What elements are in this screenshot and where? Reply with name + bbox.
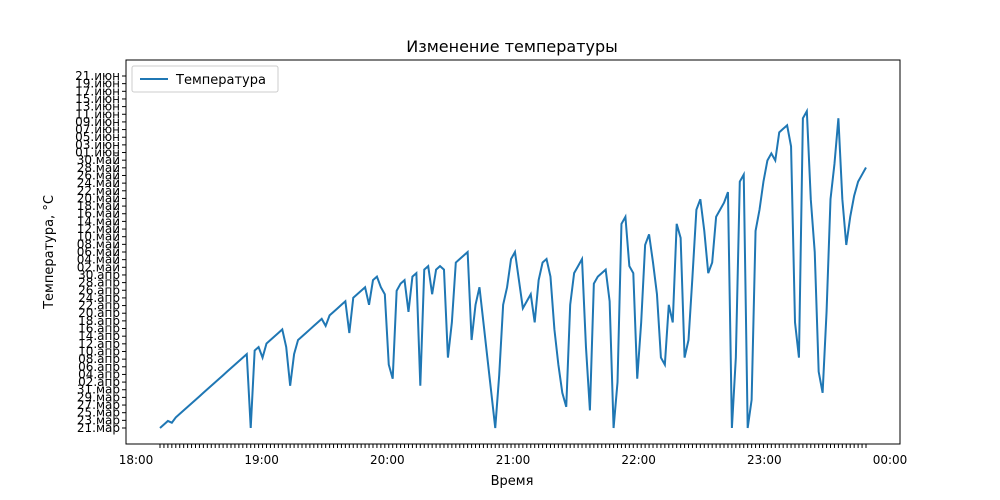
y-axis-label: Температура, °C (42, 195, 57, 310)
x-tick-label: 23:00 (747, 453, 782, 467)
legend-label: Температура (175, 73, 266, 88)
y-tick-label: 15.июн (75, 92, 120, 106)
y-tick-label: 26.май (77, 168, 120, 182)
x-tick-label: 20:00 (370, 453, 405, 467)
y-tick-label: 27.мар (77, 398, 120, 412)
x-tick-label: 21:00 (496, 453, 531, 467)
y-tick-label: 02.апр (78, 375, 120, 389)
y-tick-label: 04.май (77, 253, 120, 267)
y-tick-label: 12.апр (78, 337, 120, 351)
y-tick-label: 16.апр (78, 322, 120, 336)
y-tick-label: 17.июн (75, 84, 120, 98)
x-tick-label: 19:00 (244, 453, 279, 467)
y-tick-label: 04.апр (78, 367, 120, 381)
y-tick-label: 14.май (77, 214, 120, 228)
y-tick-label: 20.май (77, 191, 120, 205)
y-tick-label: 24.апр (78, 291, 120, 305)
x-tick-label: 22:00 (621, 453, 656, 467)
y-tick-label: 18.апр (78, 314, 120, 328)
y-tick-label: 22.апр (78, 299, 120, 313)
y-tick-label: 30.май (77, 153, 120, 167)
plot-area: 21.мар23.мар25.мар27.мар29.мар31.мар02.а… (75, 59, 908, 467)
y-tick-label: 08.апр (78, 352, 120, 366)
y-tick-label: 24.май (77, 176, 120, 190)
y-tick-label: 10.апр (78, 344, 120, 358)
y-tick-label: 18.май (77, 199, 120, 213)
y-tick-label: 28.апр (78, 276, 120, 290)
y-tick-label: 08.май (77, 237, 120, 251)
y-tick-label: 25.мар (77, 406, 120, 420)
x-axis-label: Время (491, 474, 534, 489)
y-tick-label: 11.июн (75, 107, 120, 121)
y-tick-label: 23.мар (77, 413, 120, 427)
chart-title: Изменение температуры (406, 37, 618, 56)
y-tick-label: 14.апр (78, 329, 120, 343)
legend: Температура (131, 65, 279, 93)
y-tick-label: 28.май (77, 161, 120, 175)
y-tick-label: 30.апр (78, 268, 120, 282)
y-tick-label: 02.май (77, 260, 120, 274)
y-tick-label: 31.мар (77, 383, 120, 397)
y-tick-label: 01.июн (75, 146, 120, 160)
y-tick-label: 26.апр (78, 283, 120, 297)
plot-frame (125, 59, 901, 445)
y-tick-label: 21.мар (77, 421, 120, 435)
y-tick-label: 13.июн (75, 100, 120, 114)
y-tick-label: 29.мар (77, 390, 120, 404)
y-axis: 21.мар23.мар25.мар27.мар29.мар31.мар02.а… (75, 69, 126, 435)
temperature-line (159, 107, 867, 429)
legend-frame (131, 65, 279, 93)
y-tick-label: 22.май (77, 184, 120, 198)
y-tick-label: 21.июн (75, 69, 120, 83)
x-tick-label: 18:00 (119, 453, 154, 467)
y-tick-label: 06.апр (78, 360, 120, 374)
y-tick-label: 06.май (77, 245, 120, 259)
y-tick-label: 05.июн (75, 130, 120, 144)
y-tick-label: 20.апр (78, 306, 120, 320)
y-tick-label: 07.июн (75, 123, 120, 137)
y-tick-label: 16.май (77, 207, 120, 221)
y-tick-label: 19.июн (75, 77, 120, 91)
series-layer (159, 107, 867, 429)
x-tick-label: 00:00 (873, 453, 908, 467)
y-tick-label: 12.май (77, 222, 120, 236)
x-axis: 18:00 19:00 20:00 21:00 22:00 23:00 00:00 (119, 444, 908, 467)
y-tick-label: 03.июн (75, 138, 120, 152)
y-tick-label: 10.май (77, 230, 120, 244)
y-tick-label: 09.июн (75, 115, 120, 129)
